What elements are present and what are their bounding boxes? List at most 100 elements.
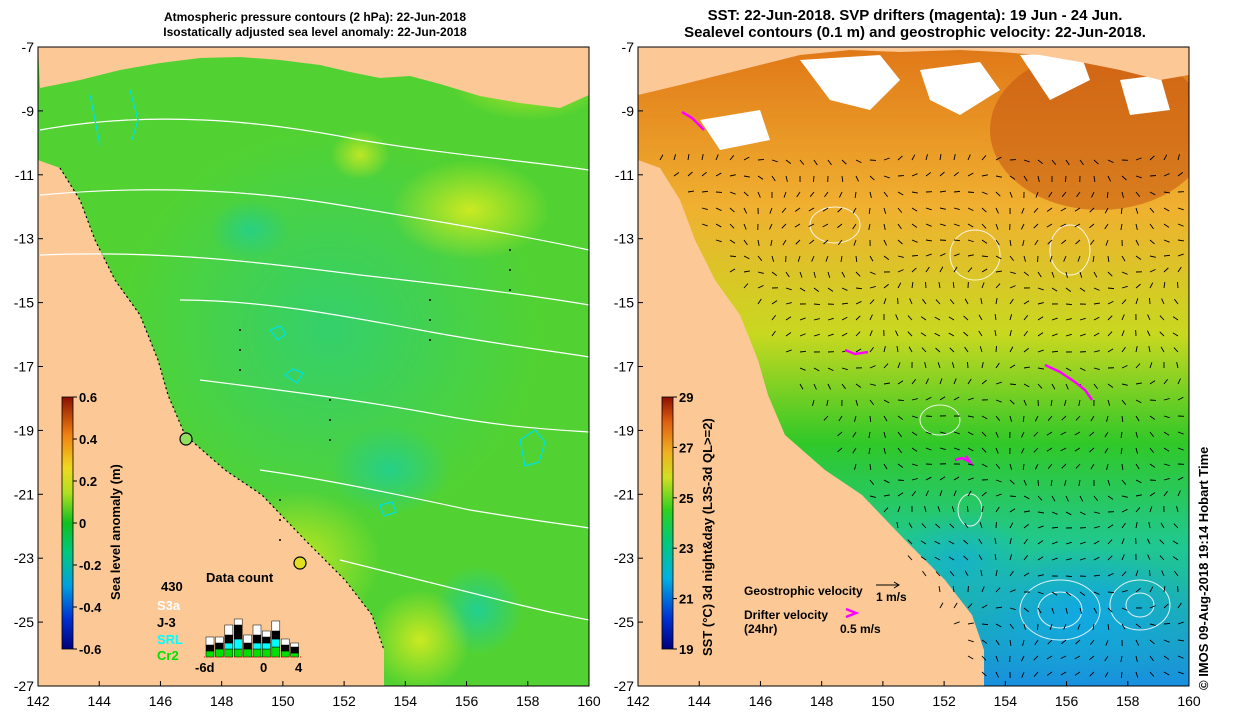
y-tick-label: -21 — [614, 486, 634, 502]
land-australia — [38, 160, 384, 686]
sst-colorbar-scale — [661, 396, 674, 650]
data-count-bar — [252, 624, 262, 636]
x-tick-label: 148 — [210, 693, 234, 709]
y-tick-label: -15 — [14, 295, 34, 311]
colorbar-tick-label: 21 — [679, 592, 693, 607]
x-tick-label: 142 — [26, 693, 50, 709]
y-tick-label: -7 — [22, 39, 35, 55]
data-count-bar — [262, 642, 271, 650]
x-tick-label: 160 — [577, 693, 601, 709]
sat-label-cr2: Cr2 — [157, 648, 179, 663]
y-tick-label: -21 — [14, 486, 34, 502]
drifter-track[interactable] — [681, 110, 705, 131]
data-count-bar — [224, 642, 234, 650]
colorbar-tick-label: 19 — [679, 642, 693, 657]
data-count-bar — [252, 648, 262, 658]
x-tick-label: 142 — [626, 693, 650, 709]
data-count-bar — [280, 650, 290, 658]
legend-geostrophic: Geostrophic velocity — [744, 584, 863, 598]
legend-drifter-line1: Drifter velocity — [744, 608, 828, 622]
x-tick-label: 154 — [994, 693, 1018, 709]
left-title-line2: Isostatically adjusted sea level anomaly… — [163, 25, 467, 39]
data-count-bar — [233, 618, 243, 626]
data-count-bar — [215, 636, 224, 644]
land-new-guinea — [38, 47, 589, 108]
right-map-title: SST: 22-Jun-2018. SVP drifters (magenta)… — [640, 7, 1190, 41]
data-count-bar — [224, 624, 234, 636]
y-tick-label: -11 — [615, 167, 634, 183]
left-title-line1: Atmospheric pressure contours (2 hPa): 2… — [163, 10, 467, 24]
sst-colorbar: 29 27 25 23 21 19 — [661, 390, 693, 657]
data-count-xlabel-end: 4 — [295, 660, 303, 675]
sst-colorbar-label: SST (°C) 3d night&day (L3S-3d QL>=2) — [700, 418, 715, 656]
y-tick-label: -15 — [614, 295, 634, 311]
drifter-track[interactable] — [844, 348, 869, 356]
data-count-title: Data count — [206, 570, 274, 585]
data-count-bar — [252, 642, 262, 650]
data-count-bar — [262, 636, 271, 644]
sla-colorbar: 0.6 0.4 0.2 0 -0.2 -0.4 -0.6 — [61, 390, 102, 657]
colorbar-tick-label: -0.6 — [79, 642, 101, 657]
data-count-bar — [243, 648, 252, 658]
sla-high-region — [390, 160, 550, 260]
colorbar-tick-label: 25 — [679, 491, 693, 506]
y-tick-label: -27 — [614, 678, 634, 694]
legend-drifter-line2: (24hr) — [744, 622, 777, 636]
x-tick-label: 144 — [88, 693, 112, 709]
data-count-bars — [205, 618, 299, 658]
sat-label-s3a: S3a — [157, 598, 181, 613]
pressure-contours — [39, 118, 589, 621]
drifter-scale-arrow — [845, 607, 860, 619]
y-tick-label: -27 — [14, 678, 34, 694]
y-tick-label: -7 — [622, 39, 635, 55]
x-tick-label: 158 — [1116, 693, 1140, 709]
sat-label-srl: SRL — [157, 632, 183, 647]
y-tick-label: -19 — [614, 422, 634, 438]
land-new-guinea-r — [638, 47, 1189, 95]
data-count-bar — [271, 620, 281, 632]
data-count-bar — [271, 638, 281, 648]
data-count-inset: Data count 430 S3a J-3 SRL Cr2 -6d 0 4 — [157, 570, 303, 675]
colorbar-tick-label: -0.2 — [79, 558, 101, 573]
right-title-line1: SST: 22-Jun-2018. SVP drifters (magenta)… — [707, 7, 1123, 24]
data-count-max: 430 — [161, 579, 183, 594]
data-count-bar — [271, 646, 281, 658]
legend-drifter-scale: 0.5 m/s — [840, 622, 881, 636]
y-tick-label: -25 — [14, 614, 34, 630]
data-count-bar — [205, 636, 215, 646]
y-tick-label: -19 — [14, 422, 34, 438]
drifter-track[interactable] — [1044, 363, 1094, 401]
x-tick-label: 152 — [932, 693, 956, 709]
x-tick-label: 148 — [810, 693, 834, 709]
left-map — [38, 47, 589, 686]
land-australia-r — [638, 160, 984, 686]
data-count-bar — [205, 644, 215, 652]
x-tick-label: 150 — [271, 693, 295, 709]
y-tick-label: -25 — [614, 614, 634, 630]
y-tick-label: -13 — [614, 231, 634, 247]
data-count-bar — [243, 634, 252, 644]
tide-gauge-marker[interactable] — [179, 432, 193, 446]
data-count-bar — [262, 648, 271, 658]
colorbar-tick-label: 0.2 — [79, 474, 97, 489]
left-map-title: Atmospheric pressure contours (2 hPa): 2… — [40, 10, 590, 40]
x-tick-label: 152 — [332, 693, 356, 709]
x-tick-label: 156 — [455, 693, 479, 709]
right-title-line2: Sealevel contours (0.1 m) and geostrophi… — [684, 24, 1146, 41]
cloud-mask — [700, 52, 1170, 150]
colorbar-tick-label: 29 — [679, 390, 693, 405]
x-tick-label: 158 — [516, 693, 540, 709]
data-count-bar — [233, 638, 243, 650]
y-tick-label: -9 — [622, 103, 635, 119]
drifter-track[interactable] — [954, 455, 974, 466]
velocity-legend: Geostrophic velocity 1 m/s Drifter veloc… — [744, 581, 907, 636]
x-tick-label: 146 — [149, 693, 173, 709]
legend-geostrophic-scale: 1 m/s — [876, 590, 907, 604]
data-count-bar — [290, 642, 299, 648]
data-count-bar — [215, 642, 224, 650]
data-count-bar — [290, 646, 299, 654]
data-count-bar — [280, 638, 290, 646]
x-tick-label: 156 — [1055, 693, 1079, 709]
tide-gauge-marker[interactable] — [293, 556, 307, 570]
y-tick-label: -17 — [14, 359, 34, 375]
